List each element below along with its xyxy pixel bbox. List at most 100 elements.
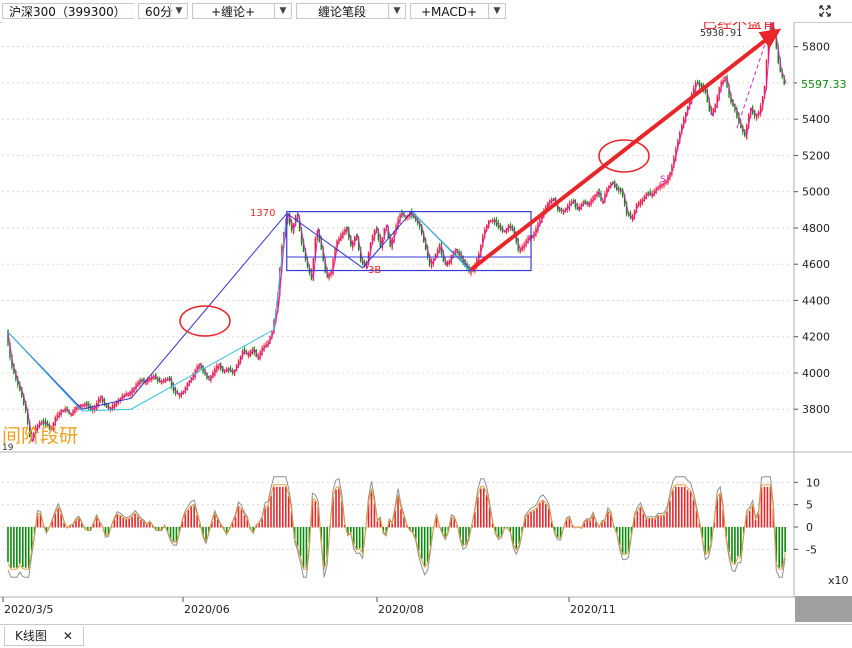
candle-body: [592, 196, 594, 203]
candle-body: [649, 191, 651, 196]
candle-body: [633, 209, 636, 219]
candle-body: [70, 413, 72, 417]
candle-body: [686, 105, 689, 114]
candle-body: [220, 363, 222, 370]
macd-histogram-bar: [178, 527, 181, 533]
macd-histogram-bar: [264, 507, 266, 528]
macd-histogram-bar: [571, 525, 574, 528]
candle-body: [761, 96, 764, 110]
macd-histogram-bar: [261, 518, 263, 528]
candle-body: [482, 234, 484, 248]
top-annotation: 已经不盘背: [702, 22, 777, 32]
candle-body: [712, 107, 714, 116]
macd-histogram-bar: [196, 514, 198, 528]
candle-body: [681, 124, 683, 135]
candle-body: [27, 408, 29, 424]
macd-histogram-bar: [98, 522, 101, 528]
candle-body: [415, 215, 417, 222]
fullscreen-icon[interactable]: [818, 4, 832, 18]
candle-body: [718, 86, 720, 99]
candle-body: [369, 242, 372, 256]
indicator2-select[interactable]: 缠论笔段 ▼: [296, 3, 406, 19]
macd-histogram-bar: [193, 505, 195, 528]
macd-histogram-bar: [542, 501, 544, 528]
macd-histogram-bar: [225, 527, 228, 534]
macd-histogram-bar: [30, 527, 33, 551]
y-tick-label-3800: 3800: [802, 403, 830, 416]
price-chart: 3800400042004400460048005000520054005600…: [0, 22, 852, 624]
macd-histogram-bar: [36, 513, 39, 528]
macd-histogram-bar: [559, 527, 562, 538]
macd-histogram-bar: [666, 511, 668, 528]
macd-histogram-bar: [243, 515, 246, 528]
macd-histogram-bar: [234, 516, 237, 528]
macd-histogram-bar: [60, 513, 62, 528]
macd-histogram-bar: [680, 486, 683, 528]
macd-histogram-bar: [320, 527, 323, 541]
candle-body: [621, 188, 624, 197]
macd-histogram-bar: [358, 527, 361, 549]
macd-histogram-bar: [116, 514, 119, 528]
macd-histogram-bar: [63, 522, 65, 528]
macd-histogram-bar: [403, 516, 405, 528]
macd-histogram-bar: [512, 527, 515, 544]
macd-histogram-bar: [154, 527, 157, 531]
grid: [0, 22, 852, 597]
y-tick-label-4200: 4200: [802, 331, 830, 344]
macd-histogram-bar: [187, 510, 190, 528]
macd-histogram-bar: [296, 527, 299, 547]
candle-body: [675, 148, 677, 161]
macd-histogram-bar: [349, 527, 352, 533]
label-s: S: [660, 175, 666, 185]
period-select[interactable]: 60分 ▼: [138, 3, 188, 19]
indicator3-select[interactable]: +MACD+ ▼: [410, 3, 506, 19]
axis-scroll-area[interactable]: [795, 596, 852, 622]
candle-body: [304, 248, 307, 261]
macd-unit-label: x10: [828, 574, 849, 587]
macd-histogram-bar: [134, 513, 136, 528]
macd-histogram-bar: [104, 527, 107, 536]
candle-body: [513, 227, 515, 236]
candle-body: [730, 94, 732, 103]
x-tick-label-0: 2020/3/5: [4, 603, 53, 616]
candle-body: [298, 217, 301, 232]
macd-histogram-bar: [382, 527, 385, 533]
y-tick-label-5200: 5200: [802, 149, 830, 162]
macd-histogram-bar: [332, 496, 334, 528]
macd-histogram-bar: [69, 525, 71, 528]
macd-tick-label-0: 0: [806, 521, 813, 534]
candle-body: [44, 419, 47, 425]
candle-body: [259, 350, 261, 359]
candle-body: [598, 188, 600, 198]
macd-histogram-bar: [211, 521, 213, 528]
macd-histogram-bar: [314, 501, 317, 528]
macd-histogram-bar: [21, 527, 24, 568]
tab-kline[interactable]: K线图 ✕: [4, 627, 84, 646]
candle-body: [367, 252, 370, 265]
candle-body: [324, 258, 326, 273]
macd-histogram-bar: [379, 519, 382, 528]
macd-histogram-bar: [731, 527, 733, 562]
candle-body: [440, 243, 443, 255]
chevron-down-icon: ▼: [170, 4, 187, 18]
indicator1-select[interactable]: +缠论+ ▼: [192, 3, 292, 19]
macd-histogram-bar: [143, 521, 145, 528]
macd-histogram-bar: [547, 508, 550, 528]
candle-body: [97, 398, 100, 406]
macd-histogram-bar: [335, 489, 337, 528]
candle-body: [23, 394, 25, 406]
candle-body: [405, 215, 407, 220]
macd-histogram-bar: [468, 527, 470, 538]
macd-histogram-bar: [323, 527, 325, 568]
close-icon[interactable]: ✕: [62, 629, 73, 643]
candle-body: [765, 60, 768, 89]
chevron-down-icon: ▼: [388, 4, 405, 18]
macd-histogram-bar: [92, 523, 95, 528]
candle-body: [34, 426, 37, 435]
x-tick-label-1: 2020/06: [184, 603, 230, 616]
macd-histogram-bar: [645, 519, 648, 528]
candle-body: [9, 342, 11, 359]
macd-histogram-bar: [394, 510, 396, 528]
macd-histogram-bar: [781, 527, 784, 568]
candle-body: [19, 383, 21, 392]
